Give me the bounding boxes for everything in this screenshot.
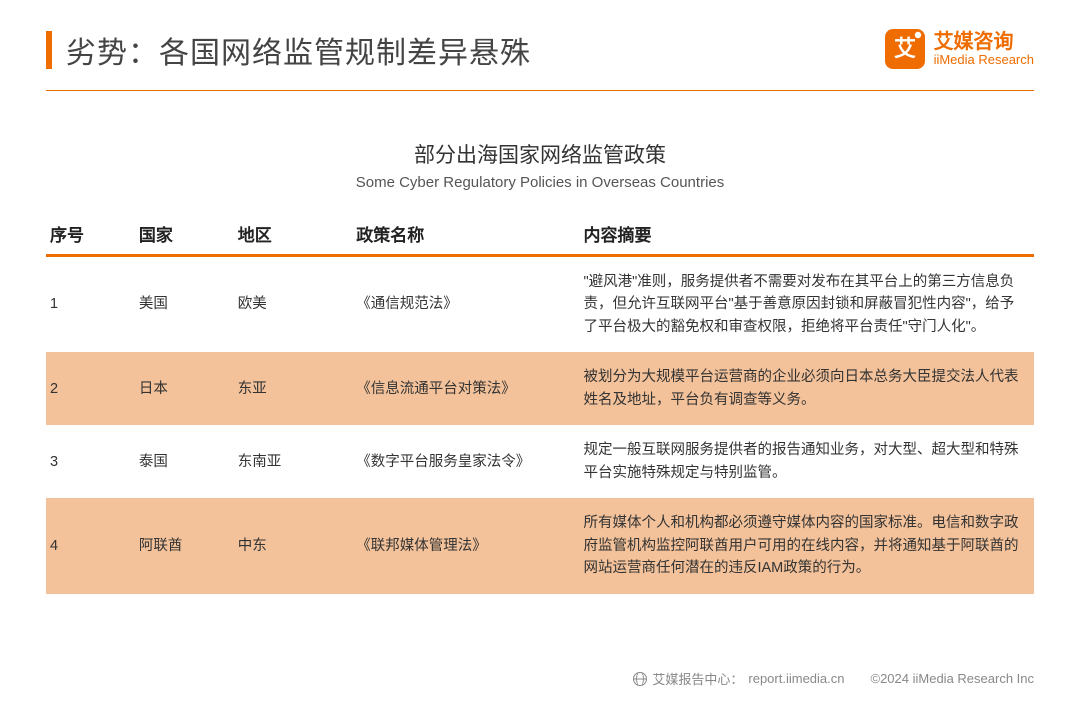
cell-region: 欧美 xyxy=(234,256,353,353)
table-header-row: 序号 国家 地区 政策名称 内容摘要 xyxy=(46,213,1034,256)
cell-summary: 所有媒体个人和机构都必须遵守媒体内容的国家标准。电信和数字政府监管机构监控阿联酋… xyxy=(579,498,1034,593)
cell-index: 4 xyxy=(46,498,135,593)
footer-copyright: ©2024 iiMedia Research Inc xyxy=(871,671,1035,686)
globe-icon xyxy=(633,672,647,686)
cell-summary: 规定一般互联网服务提供者的报告通知业务，对大型、超大型和特殊平台实施特殊规定与特… xyxy=(579,425,1034,498)
footer-center-url: report.iimedia.cn xyxy=(748,671,844,686)
footer-center-label: 艾媒报告中心： xyxy=(652,669,743,688)
slide: 劣势：各国网络监管规制差异悬殊 艾 艾媒咨询 iiMedia Research … xyxy=(0,0,1080,702)
table-title: 部分出海国家网络监管政策 xyxy=(46,139,1034,169)
header-divider xyxy=(46,90,1034,91)
page-title: 劣势：各国网络监管规制差异悬殊 xyxy=(66,28,531,72)
cell-index: 3 xyxy=(46,425,135,498)
th-summary: 内容摘要 xyxy=(579,213,1034,256)
cell-policy: 《联邦媒体管理法》 xyxy=(352,498,579,593)
logo-mark-icon: 艾 xyxy=(884,28,926,70)
cell-index: 2 xyxy=(46,352,135,425)
cell-policy: 《信息流通平台对策法》 xyxy=(352,352,579,425)
table-heading: 部分出海国家网络监管政策 Some Cyber Regulatory Polic… xyxy=(46,139,1034,191)
cell-region: 东南亚 xyxy=(234,425,353,498)
cell-policy: 《数字平台服务皇家法令》 xyxy=(352,425,579,498)
cell-summary: "避风港"准则，服务提供者不需要对发布在其平台上的第三方信息负责，但允许互联网平… xyxy=(579,256,1034,353)
cell-policy: 《通信规范法》 xyxy=(352,256,579,353)
policy-table: 序号 国家 地区 政策名称 内容摘要 1 美国 欧美 《通信规范法》 "避风港"… xyxy=(46,213,1034,594)
cell-country: 阿联酋 xyxy=(135,498,234,593)
cell-region: 东亚 xyxy=(234,352,353,425)
cell-summary: 被划分为大规模平台运营商的企业必须向日本总务大臣提交法人代表姓名及地址，平台负有… xyxy=(579,352,1034,425)
cell-country: 泰国 xyxy=(135,425,234,498)
logo-en: iiMedia Research xyxy=(934,53,1034,67)
cell-country: 日本 xyxy=(135,352,234,425)
th-region: 地区 xyxy=(234,213,353,256)
brand-logo: 艾 艾媒咨询 iiMedia Research xyxy=(884,28,1034,70)
footer: 艾媒报告中心： report.iimedia.cn ©2024 iiMedia … xyxy=(0,669,1080,688)
header: 劣势：各国网络监管规制差异悬殊 艾 艾媒咨询 iiMedia Research xyxy=(46,28,1034,72)
table-subtitle: Some Cyber Regulatory Policies in Overse… xyxy=(46,174,1034,191)
cell-region: 中东 xyxy=(234,498,353,593)
svg-text:艾: 艾 xyxy=(894,36,916,61)
title-block: 劣势：各国网络监管规制差异悬殊 xyxy=(46,28,531,72)
th-policy: 政策名称 xyxy=(352,213,579,256)
logo-cn: 艾媒咨询 xyxy=(934,31,1034,53)
logo-text: 艾媒咨询 iiMedia Research xyxy=(934,31,1034,67)
table-row: 3 泰国 东南亚 《数字平台服务皇家法令》 规定一般互联网服务提供者的报告通知业… xyxy=(46,425,1034,498)
table-row: 1 美国 欧美 《通信规范法》 "避风港"准则，服务提供者不需要对发布在其平台上… xyxy=(46,256,1034,353)
cell-index: 1 xyxy=(46,256,135,353)
cell-country: 美国 xyxy=(135,256,234,353)
th-country: 国家 xyxy=(135,213,234,256)
title-accent-bar xyxy=(46,31,52,69)
footer-report-center: 艾媒报告中心： report.iimedia.cn xyxy=(633,669,844,688)
table-row: 2 日本 东亚 《信息流通平台对策法》 被划分为大规模平台运营商的企业必须向日本… xyxy=(46,352,1034,425)
table-row: 4 阿联酋 中东 《联邦媒体管理法》 所有媒体个人和机构都必须遵守媒体内容的国家… xyxy=(46,498,1034,593)
th-index: 序号 xyxy=(46,213,135,256)
